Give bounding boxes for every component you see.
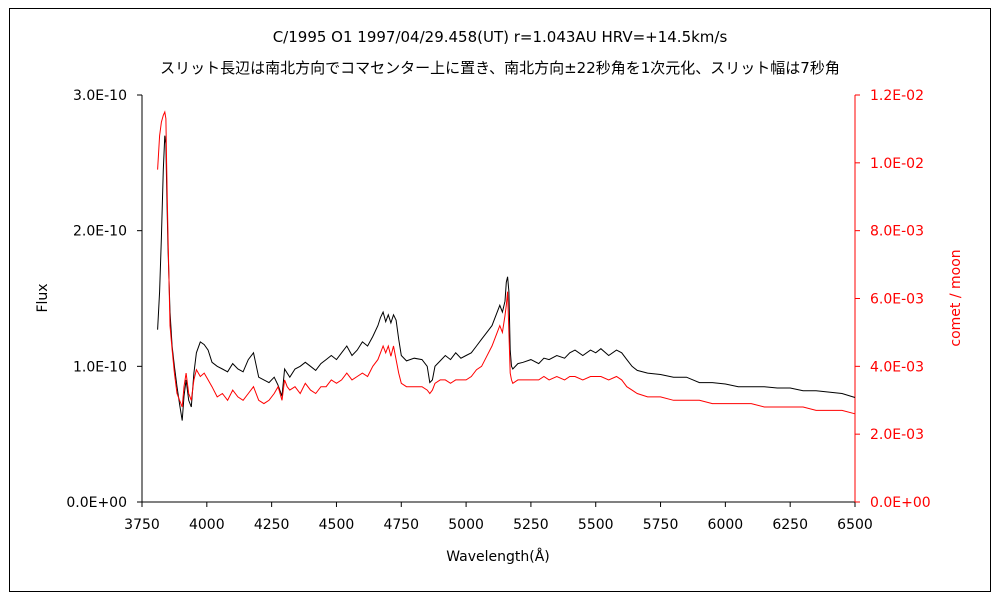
x-tick-label: 5750	[643, 517, 679, 533]
y2-tick-label: 2.0E-03	[870, 427, 924, 443]
chart-subtitle: スリット長辺は南北方向でコマセンター上に置き、南北方向±22秒角を1次元化、スリ…	[160, 59, 840, 77]
x-tick-label: 4000	[189, 517, 225, 533]
x-tick-label: 6000	[708, 517, 744, 533]
y2-tick-label: 1.2E-02	[870, 88, 924, 104]
y2-axis-label: comet / moon	[948, 249, 964, 346]
y2-tick-label: 6.0E-03	[870, 292, 924, 308]
ratio-series-line	[157, 110, 856, 415]
y2-tick-label: 0.0E+00	[870, 495, 931, 511]
series-group	[157, 110, 856, 421]
chart-frame	[9, 8, 991, 592]
x-tick-label: 4250	[254, 517, 290, 533]
x-tick-label: 4500	[319, 517, 355, 533]
x-tick-label: 6500	[837, 517, 873, 533]
chart-title: C/1995 O1 1997/04/29.458(UT) r=1.043AU H…	[273, 28, 728, 46]
x-axis-label: Wavelength(Å)	[446, 548, 550, 565]
y-tick-label: 0.0E+00	[66, 495, 127, 511]
y2-tick-label: 4.0E-03	[870, 359, 924, 375]
y-tick-label: 2.0E-10	[73, 224, 127, 240]
x-tick-label: 4750	[383, 517, 419, 533]
x-tick-label: 5250	[513, 517, 549, 533]
y2-tick-label: 8.0E-03	[870, 224, 924, 240]
x-tick-label: 3750	[124, 517, 160, 533]
x-tick-label: 5500	[578, 517, 614, 533]
y-tick-label: 3.0E-10	[73, 88, 127, 104]
y2-tick-label: 1.0E-02	[870, 156, 924, 172]
y-axis-label: Flux	[35, 283, 51, 312]
x-tick-label: 5000	[448, 517, 484, 533]
flux-series-line	[157, 135, 856, 421]
x-tick-label: 6250	[772, 517, 808, 533]
y-tick-label: 1.0E-10	[73, 359, 127, 375]
tick-group: 3750 4000 4250 4500 4750 5000 5250 5500 5750 6000…	[66, 88, 930, 533]
